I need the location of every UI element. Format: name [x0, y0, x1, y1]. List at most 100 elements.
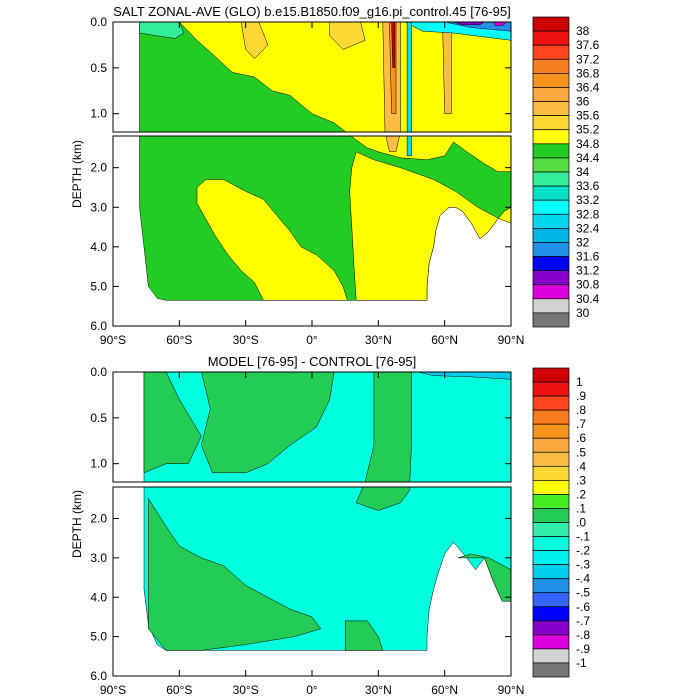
colorbar-swatch	[532, 87, 570, 102]
colorbar-swatch	[532, 298, 570, 314]
colorbar-swatch	[532, 44, 570, 60]
y-tick-label: 0.5	[90, 61, 107, 75]
colorbar-swatch	[532, 256, 570, 271]
colorbar-label: 37.6	[576, 38, 600, 52]
y-tick-label: 4.0	[90, 240, 107, 254]
colorbar-swatch	[532, 270, 570, 286]
y-tick-label: 1.0	[90, 107, 107, 121]
colorbar-swatch	[532, 662, 570, 678]
contour-fill-31.2	[453, 22, 486, 26]
colorbar-swatch	[532, 185, 570, 201]
colorbar-label: 32.8	[576, 207, 600, 221]
colorbar-swatch	[532, 451, 570, 467]
y-tick-label: 2.0	[90, 161, 107, 175]
colorbar-label: 30.8	[576, 278, 600, 292]
chart-panel-2: MODEL [76-95] - CONTROL [76-95] 90°S 60°S 3…	[70, 354, 590, 697]
x-tick-label: 30°S	[233, 683, 259, 697]
colorbar-label: 33.2	[576, 193, 600, 207]
x-tick-label: 30°N	[365, 683, 392, 697]
x-tick-label: 60°S	[166, 333, 192, 347]
colorbar-label: 33.6	[576, 179, 600, 193]
colorbar-swatch	[532, 115, 570, 131]
y-tick-label: 0.5	[90, 411, 107, 425]
y-tick-label: 0.0	[90, 365, 107, 379]
chart-title: SALT ZONAL-AVE (GLO) b.e15.B1850.f09_g16…	[113, 4, 510, 19]
colorbar-label: -.9	[576, 642, 590, 656]
contour-fill-0.0-deep	[148, 497, 322, 651]
y-tick-label: 3.0	[90, 551, 107, 565]
x-tick-label: 60°N	[431, 333, 458, 347]
y-tick-label: 3.0	[90, 200, 107, 214]
contour-fill-33.2	[406, 22, 412, 157]
colorbar-swatch	[532, 30, 570, 46]
colorbar-label: 34.4	[576, 151, 600, 165]
colorbar-swatch	[532, 157, 570, 173]
x-tick-label: 60°S	[166, 683, 192, 697]
colorbar-swatch	[532, 228, 570, 243]
colorbar-swatch	[532, 171, 570, 187]
colorbar-label: -.8	[576, 628, 590, 642]
colorbar-swatch	[532, 213, 570, 229]
colorbar-label: -.3	[576, 558, 590, 572]
chart-panel-1: SALT ZONAL-AVE (GLO) b.e15.B1850.f09_g16…	[70, 4, 600, 347]
colorbar-swatch	[532, 199, 570, 215]
contour-fill-34.8-south	[196, 179, 348, 301]
colorbar-swatch	[532, 564, 570, 580]
colorbar-label: .3	[576, 473, 586, 487]
colorbar-swatch	[532, 73, 570, 88]
colorbar-label: 34	[576, 165, 590, 179]
y-tick-label: 6.0	[90, 669, 107, 683]
colorbar-swatch	[532, 634, 570, 650]
x-tick-label: 30°S	[233, 333, 259, 347]
colorbar-label: -.6	[576, 600, 590, 614]
colorbar-label: 35.2	[576, 123, 600, 137]
y-tick-label: 5.0	[90, 279, 107, 293]
colorbar-label: 36	[576, 95, 590, 109]
y-tick-label: 6.0	[90, 319, 107, 333]
colorbar-swatch	[532, 101, 570, 116]
colorbar-label: .7	[576, 417, 586, 431]
colorbar-label: .2	[576, 487, 586, 501]
colorbar-swatch	[532, 58, 570, 74]
colorbar-label: -.5	[576, 586, 590, 600]
y-tick-label: 5.0	[90, 630, 107, 644]
colorbar-label: 31.2	[576, 264, 600, 278]
colorbar-swatch	[532, 437, 570, 453]
x-tick-label: 90°S	[100, 683, 126, 697]
contour-fill-38	[391, 22, 396, 69]
colorbar-swatch	[532, 522, 570, 537]
colorbar-label: .8	[576, 403, 586, 417]
colorbar-swatch	[532, 480, 570, 495]
contour-fill-0.0-arctic	[457, 553, 511, 602]
x-tick-label: 90°N	[498, 683, 525, 697]
colorbar-label: 37.2	[576, 52, 600, 66]
colorbar-label: .1	[576, 501, 586, 515]
colorbar-swatch	[532, 367, 570, 383]
colorbar-swatch	[532, 395, 570, 411]
contour-fill-0.0-south	[143, 372, 202, 474]
colorbar-label: .0	[576, 516, 586, 530]
colorbar-swatch	[532, 494, 570, 509]
colorbar-swatch	[532, 465, 570, 481]
colorbar-label: -.4	[576, 572, 590, 586]
contour-fill-30.8	[492, 22, 508, 26]
colorbar-label: 36.4	[576, 80, 600, 94]
contour-fill-34.0	[139, 22, 185, 39]
colorbar-label: -1	[576, 656, 587, 670]
chart-title: MODEL [76-95] - CONTROL [76-95]	[208, 354, 417, 369]
x-tick-label: 0°	[306, 333, 318, 347]
colorbar-label: 30	[576, 306, 590, 320]
contour-fill-0.0-mid	[201, 372, 335, 474]
contour-fill-35.6-north	[442, 22, 452, 114]
y-tick-label: 1.0	[90, 457, 107, 471]
colorbar-swatch	[532, 536, 570, 551]
contour-fill-34.8-deep	[349, 151, 511, 301]
y-axis-label: DEPTH (km)	[70, 140, 84, 208]
colorbar-swatch	[532, 242, 570, 257]
colorbar-label: -.2	[576, 544, 590, 558]
colorbar-swatch	[532, 550, 570, 565]
y-tick-label: 0.0	[90, 15, 107, 29]
colorbar-swatch	[532, 578, 570, 594]
contour-fill-35.2-north	[329, 22, 366, 50]
